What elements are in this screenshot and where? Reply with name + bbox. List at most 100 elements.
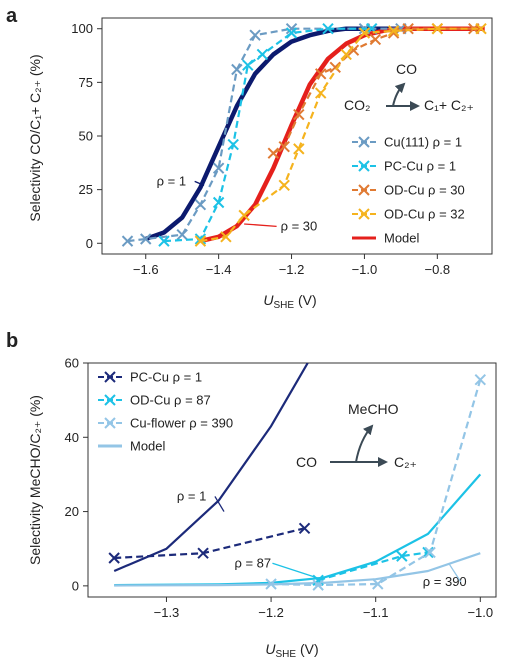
panel-a-legend: Cu(111) ρ = 1 PC-Cu ρ = 1 OD-Cu ρ = 30 OD-C…: [352, 135, 465, 246]
panel-a-series-0-cu-111-1-point: [176, 228, 188, 241]
panel-b-xlabel-sub: SHE: [276, 649, 297, 660]
panel-a-series-1-pc-cu-1-point: [158, 235, 170, 247]
panel-b-series-2-cu-flower-390-point: [372, 578, 384, 590]
panel-b-xlabel-unit: (V): [296, 641, 319, 657]
panel-a-axes: ρ = 1 ρ = 30 −1.6 −1.4 −1.2 −1.0 −0.8 0 25 50 75 10…: [71, 21, 450, 277]
panel-a-ylabel: Selectivity CO/C₁+ C₂₊ (%): [27, 54, 43, 221]
scheme-a-products: C₁+ C₂₊: [424, 97, 474, 113]
scheme-b-products: C₂₊: [394, 454, 417, 470]
panel-b-xtick-label: −1.1: [363, 605, 389, 620]
panel-a-series-0-cu-111-1-point: [194, 198, 207, 211]
panel-a-legend-item-od-cu-30: OD-Cu ρ = 30: [352, 183, 465, 198]
panel-a-series-0-cu-111-1-point: [249, 29, 261, 41]
panel-a-series-2-od-cu-30-point: [314, 68, 327, 80]
panel-a-series-1-pc-cu-1-point: [194, 233, 207, 245]
panel-a-ytick-label: 25: [79, 182, 93, 197]
panel-b-series-4-1cc2e6: [114, 473, 482, 587]
panel-b-legend-item-model: Model: [98, 439, 166, 454]
panel-b-annotation-pointer: [448, 563, 462, 583]
panel-a-xtick-label: −0.8: [424, 262, 450, 277]
panel-b-xlabel-main: U: [265, 641, 276, 657]
panel-b-legend-item-od-cu-87: OD-Cu ρ = 87: [98, 393, 211, 408]
scheme-a-co2: CO₂: [344, 97, 370, 113]
panel-b-chart: b ρ = 1 ρ = 87 ρ = 390 −1.3 −1.2 −1.1 −1.0 0 20 4…: [6, 330, 497, 660]
panel-a-xlabel-unit: (V): [294, 292, 317, 308]
panel-a-series-1-pc-cu-1-point: [256, 48, 269, 61]
panel-b-annotation-pointer: [272, 562, 324, 581]
panel-a-series-3-od-cu-32-point: [431, 23, 444, 35]
panel-a-series-0-cu-111-1-point: [231, 63, 243, 76]
panel-a-xtick-label: −1.4: [206, 262, 232, 277]
panel-a-legend-label: OD-Cu ρ = 30: [384, 183, 465, 198]
panel-b-annotation-label: ρ = 390: [423, 574, 467, 589]
panel-b-xtick-label: −1.2: [258, 605, 284, 620]
panel-b-axes: ρ = 1 ρ = 87 ρ = 390 −1.3 −1.2 −1.1 −1.0 0 20 40 6…: [65, 356, 494, 621]
panel-b-ylabel: Selectivity MeCHO/C₂₊ (%): [27, 395, 43, 565]
panel-a-label: a: [6, 5, 18, 27]
panel-b-series-1-od-cu-87-point: [396, 550, 408, 562]
panel-b-series-5-model: [114, 552, 481, 587]
panel-a-annotation-pointer: [194, 180, 205, 186]
panel-b-series-0-pc-cu-1-point: [197, 547, 209, 559]
panel-a-series-2-od-cu-30-point: [369, 33, 382, 46]
panel-b-ytick-label: 20: [65, 504, 79, 519]
panel-a-series-1-pc-cu-1-point: [285, 27, 298, 39]
panel-a-series-1-pc-cu-1: [158, 23, 378, 247]
panel-a-series-3-od-cu-32-point: [475, 23, 487, 35]
panel-a-chart: a ρ = 1 ρ = 30 −1.6 −1.4 −1.2 −1.0 −0.8 0 25 50 75…: [6, 5, 493, 311]
panel-a-legend-marker: [358, 136, 370, 148]
panel-a-marks: [121, 23, 487, 247]
panel-b-xtick-label: −1.0: [467, 605, 493, 620]
panel-a-xtick-label: −1.2: [279, 262, 305, 277]
panel-b-series-0-pc-cu-1-point: [108, 552, 120, 564]
panel-b-legend-marker: [104, 371, 116, 383]
panel-b-legend: PC-Cu ρ = 1 OD-Cu ρ = 87 Cu-flower ρ = 390…: [98, 370, 233, 454]
panel-a-annotation-label: ρ = 30: [281, 218, 318, 233]
panel-b-annotation-label: ρ = 87: [234, 555, 271, 570]
panel-a-series-1-pc-cu-1-point: [322, 23, 334, 35]
panel-b-annotation-label: ρ = 1: [177, 488, 206, 503]
panel-a-annotation-1: ρ = 30: [244, 218, 317, 233]
scheme-b-branch-arrow: [355, 424, 374, 463]
panel-a-ytick-label: 0: [86, 236, 93, 251]
panel-a-series-0-cu-111-1-point: [121, 235, 134, 247]
panel-a-series-3-od-cu-32-point: [293, 143, 305, 155]
panel-a-series-1-pc-cu-1-point: [212, 196, 225, 209]
panel-a-series-2-od-cu-30-point: [347, 44, 360, 56]
panel-b-legend-label: PC-Cu ρ = 1: [130, 370, 202, 385]
panel-a-legend-label: Model: [384, 231, 420, 246]
panel-a-series-4-0c1a6e-line: [144, 26, 401, 242]
panel-a-legend-label: Cu(111) ρ = 1: [384, 135, 462, 150]
panel-b-reaction-scheme: CO MeCHO C₂₊: [296, 401, 417, 470]
panel-a-xlabel: USHE (V): [263, 292, 316, 311]
panel-b-series-5-model-line: [114, 552, 481, 587]
panel-b-series-0-pc-cu-1: [108, 522, 311, 564]
panel-b-legend-item-pc-cu-1: PC-Cu ρ = 1: [98, 370, 202, 385]
panel-a-series-3-od-cu-32-point: [314, 87, 327, 99]
panel-a-annotation-label: ρ = 1: [157, 173, 186, 188]
panel-b-series-0-pc-cu-1-line: [114, 527, 305, 560]
panel-a-series-1-pc-cu-1-point: [242, 59, 254, 71]
panel-b-legend-marker: [104, 394, 116, 406]
panel-b-xtick-label: −1.3: [154, 605, 180, 620]
panel-b-annotation-pointer: [214, 496, 225, 512]
panel-a-legend-item-pc-cu-1: PC-Cu ρ = 1: [352, 159, 456, 174]
panel-a-series-2-od-cu-30-point: [267, 147, 280, 159]
panel-a-ytick-label: 100: [71, 21, 93, 36]
panel-a-reaction-scheme: CO₂ CO C₁+ C₂₊: [344, 61, 474, 113]
panel-a-legend-label: PC-Cu ρ = 1: [384, 159, 456, 174]
panel-a-series-3-od-cu-32-point: [220, 231, 232, 243]
panel-a-xlabel-sub: SHE: [274, 300, 295, 311]
panel-a-annotation-0: ρ = 1: [157, 173, 205, 188]
panel-b-annotation-2: ρ = 390: [423, 563, 467, 589]
panel-a-series-3-od-cu-32: [194, 23, 487, 247]
panel-b-ytick-label: 40: [65, 430, 79, 445]
panel-b-series-2-cu-flower-390: [265, 374, 487, 591]
panel-a-series-3-od-cu-32-point: [238, 209, 250, 222]
panel-b-legend-label: Cu-flower ρ = 390: [130, 416, 233, 431]
panel-a-xtick-label: −1.0: [352, 262, 378, 277]
panel-a-legend-item-model: Model: [352, 231, 420, 246]
panel-b-xlabel: USHE (V): [265, 641, 318, 660]
panel-b-series-1-od-cu-87-line: [317, 551, 429, 582]
